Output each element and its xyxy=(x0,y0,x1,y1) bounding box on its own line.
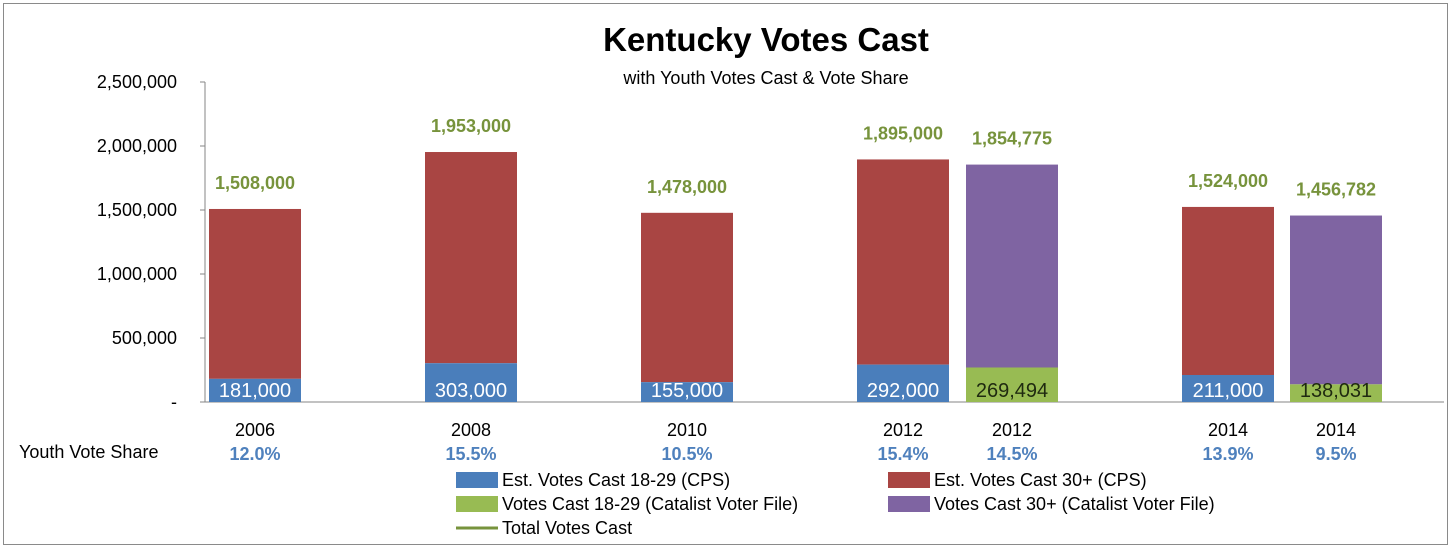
youth-votes-label: 138,031 xyxy=(1300,380,1372,402)
labels-layer: 181,000 1,508,000 303,000 1,953,000 155,000 1… xyxy=(215,116,1376,402)
y-tick-label: 1,000,000 xyxy=(97,264,177,284)
y-tick-label: - xyxy=(171,392,177,412)
legend-label: Total Votes Cast xyxy=(502,518,632,538)
youth-share-value: 15.4% xyxy=(877,444,928,464)
chart-title: Kentucky Votes Cast xyxy=(603,21,929,58)
legend-label: Est. Votes Cast 30+ (CPS) xyxy=(934,470,1147,490)
bars-layer xyxy=(209,152,1382,402)
y-tick-label: 2,000,000 xyxy=(97,136,177,156)
youth-votes-label: 303,000 xyxy=(435,380,507,402)
category-label: 2014 xyxy=(1208,420,1248,440)
youth-share-value: 10.5% xyxy=(661,444,712,464)
y-tick-label: 1,500,000 xyxy=(97,200,177,220)
bar-18-29-2012-catalist xyxy=(966,367,1058,402)
bar-18-29-2012-cps xyxy=(857,364,949,402)
bar-30-plus-2010-cps xyxy=(641,212,733,383)
bar-30-plus-2014-cps xyxy=(1182,206,1274,375)
youth-share-value: 13.9% xyxy=(1202,444,1253,464)
youth-share-value: 14.5% xyxy=(986,444,1037,464)
bar-30-plus-2008-cps xyxy=(425,152,517,364)
total-votes-label: 1,953,000 xyxy=(431,116,511,136)
category-label: 2012 xyxy=(883,420,923,440)
legend-swatch xyxy=(888,472,930,488)
total-votes-label: 1,508,000 xyxy=(215,173,295,193)
legend-label: Votes Cast 30+ (Catalist Voter File) xyxy=(934,494,1215,514)
total-votes-label: 1,854,775 xyxy=(972,129,1052,149)
bar-18-29-2014-cps xyxy=(1182,374,1274,402)
legend-swatch xyxy=(456,496,498,512)
category-label: 2006 xyxy=(235,420,275,440)
total-votes-label: 1,895,000 xyxy=(863,123,943,143)
total-votes-label: 1,478,000 xyxy=(647,177,727,197)
youth-votes-label: 211,000 xyxy=(1193,380,1264,402)
legend-swatch xyxy=(888,496,930,512)
bar-30-plus-2014-catalist xyxy=(1290,215,1382,385)
y-tick-label: 500,000 xyxy=(112,328,177,348)
y-tick-label: 2,500,000 xyxy=(97,72,177,92)
total-votes-label: 1,456,782 xyxy=(1296,180,1376,200)
legend-label: Est. Votes Cast 18-29 (CPS) xyxy=(502,470,730,490)
youth-share-value: 15.5% xyxy=(445,444,496,464)
legend: Est. Votes Cast 18-29 (CPS) Est. Votes Ca… xyxy=(456,470,1215,538)
category-label: 2012 xyxy=(992,420,1032,440)
legend-label: Votes Cast 18-29 (Catalist Voter File) xyxy=(502,494,798,514)
youth-votes-label: 292,000 xyxy=(867,380,939,402)
bar-18-29-2006-cps xyxy=(209,378,301,402)
bar-18-29-2014-catalist xyxy=(1290,384,1382,402)
chart-subtitle: with Youth Votes Cast & Vote Share xyxy=(622,68,908,88)
legend-swatch xyxy=(456,472,498,488)
bar-18-29-2008-cps xyxy=(425,363,517,402)
youth-votes-label: 155,000 xyxy=(651,380,723,402)
categories-layer: 2006 2008 2010 2012 2012 2014 2014 xyxy=(235,420,1356,440)
total-votes-label: 1,524,000 xyxy=(1188,171,1268,191)
bar-18-29-2010-cps xyxy=(641,382,733,402)
youth-votes-label: 269,494 xyxy=(976,380,1048,402)
chart-frame: Kentucky Votes Cast with Youth Votes Cas… xyxy=(3,3,1448,545)
youth-vote-share-label: Youth Vote Share xyxy=(19,442,158,462)
youth-votes-label: 181,000 xyxy=(219,380,291,402)
category-label: 2014 xyxy=(1316,420,1356,440)
bar-30-plus-2012-cps xyxy=(857,159,949,365)
shares-layer: 12.0% 15.5% 10.5% 15.4% 14.5% 13.9% 9.5% xyxy=(229,444,1356,464)
youth-share-value: 12.0% xyxy=(229,444,280,464)
category-label: 2010 xyxy=(667,420,707,440)
kentucky-votes-chart: Kentucky Votes Cast with Youth Votes Cas… xyxy=(19,21,1444,538)
bar-30-plus-2012-catalist xyxy=(966,164,1058,368)
category-label: 2008 xyxy=(451,420,491,440)
youth-share-value: 9.5% xyxy=(1315,444,1356,464)
bar-30-plus-2006-cps xyxy=(209,208,301,379)
